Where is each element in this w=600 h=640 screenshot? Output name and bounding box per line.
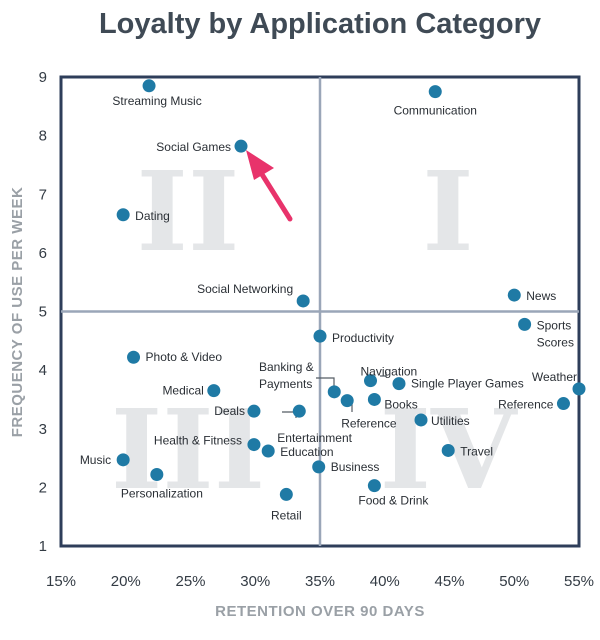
x-tick-label: 40%	[370, 573, 400, 590]
data-label-medical: Medical	[162, 384, 203, 398]
quadrant-label-I: I	[422, 147, 473, 276]
data-label-weather: Weather	[532, 370, 577, 384]
data-point-health-fitness	[247, 438, 261, 452]
data-point-reference	[556, 397, 570, 411]
x-tick-label: 25%	[175, 573, 205, 590]
data-label-education: Education	[280, 445, 333, 459]
data-point-utilities	[414, 413, 428, 427]
data-label-utilities: Utilities	[431, 414, 470, 428]
highlight-arrow	[246, 150, 293, 222]
data-point-medical	[207, 384, 221, 398]
data-point-entertainment	[292, 404, 306, 418]
x-axis-ticks: 15% 20% 25% 30% 35% 40% 45% 50% 55%	[46, 573, 594, 590]
data-label-sports-scores: Sports Scores	[537, 318, 574, 349]
data-label-travel: Travel	[460, 444, 493, 458]
data-point-social-games	[234, 139, 248, 153]
data-point-sports-scores	[518, 317, 532, 331]
y-tick-label: 8	[39, 128, 47, 145]
data-label-news: News	[526, 289, 556, 303]
data-label-reference: Reference	[498, 398, 554, 412]
data-point-banking-payments	[327, 385, 341, 399]
data-point-streaming-music	[142, 79, 156, 93]
x-tick-label: 50%	[499, 573, 529, 590]
data-label-music: Music	[80, 453, 111, 467]
data-point-dating	[116, 208, 130, 222]
y-tick-label: 2	[39, 479, 47, 496]
data-label-deals: Deals	[214, 404, 245, 418]
data-point-music	[116, 453, 130, 467]
data-label-banking-payments: Banking & Payments	[259, 360, 314, 391]
data-point-communication	[428, 85, 442, 99]
data-point-travel	[441, 443, 455, 457]
data-label-social-games: Social Games	[156, 140, 231, 154]
quadrant-label-III: III	[111, 385, 265, 514]
data-point-retail	[279, 487, 293, 501]
data-labels: Streaming Music Communication Social Games…	[80, 94, 577, 523]
y-tick-label: 5	[39, 304, 47, 321]
quadrant-label-II: II	[137, 147, 240, 276]
y-tick-label: 6	[39, 245, 47, 262]
y-tick-label: 7	[39, 186, 47, 203]
data-label-entertainment: Entertainment	[277, 431, 352, 445]
data-label-dating: Dating	[135, 209, 170, 223]
chart-title: Loyalty by Application Category	[99, 8, 541, 40]
data-label-personalization: Personalization	[121, 486, 203, 500]
data-label-business: Business	[331, 460, 380, 474]
data-label-single-player-games: Single Player Games	[411, 377, 524, 391]
data-point-reference	[340, 394, 354, 408]
data-point-navigation	[364, 374, 378, 388]
y-axis-ticks: 1 2 3 4 5 6 7 8 9	[39, 69, 47, 555]
data-point-productivity	[313, 329, 327, 343]
x-tick-label: 20%	[111, 573, 141, 590]
data-points	[116, 79, 586, 501]
x-tick-label: 35%	[305, 573, 335, 590]
data-label-communication: Communication	[394, 104, 477, 118]
data-point-food-drink	[367, 479, 381, 493]
data-point-single-player-games	[392, 377, 406, 391]
data-point-business	[312, 460, 326, 474]
data-point-deals	[247, 404, 261, 418]
x-axis-label: RETENTION OVER 90 DAYS	[215, 603, 425, 620]
data-label-streaming-music: Streaming Music	[112, 94, 201, 108]
data-point-news	[507, 288, 521, 302]
data-point-photo-video	[127, 350, 141, 364]
data-label-productivity: Productivity	[332, 331, 394, 345]
y-axis-label: FREQUENCY OF USE PER WEEK	[9, 187, 26, 438]
x-tick-label: 55%	[564, 573, 594, 590]
data-point-personalization	[150, 467, 164, 481]
x-tick-label: 45%	[434, 573, 464, 590]
data-point-books	[367, 392, 381, 406]
y-tick-label: 4	[39, 362, 47, 379]
x-tick-label: 15%	[46, 573, 76, 590]
y-tick-label: 1	[39, 538, 47, 555]
y-tick-label: 3	[39, 421, 47, 438]
data-label-books: Books	[384, 397, 417, 411]
data-point-social-networking	[296, 294, 310, 308]
data-label-social-networking: Social Networking	[197, 282, 293, 296]
y-tick-label: 9	[39, 69, 47, 86]
data-label-health-fitness: Health & Fitness	[154, 434, 242, 448]
data-label-retail: Retail	[271, 508, 302, 522]
data-point-weather	[572, 382, 586, 396]
data-label-navigation: Navigation	[361, 365, 418, 379]
data-label-photo-video: Photo & Video	[146, 350, 223, 364]
x-tick-label: 30%	[240, 573, 270, 590]
data-label-food-drink: Food & Drink	[358, 494, 429, 508]
data-point-education	[261, 444, 275, 458]
data-label-reference: Reference	[341, 417, 397, 431]
